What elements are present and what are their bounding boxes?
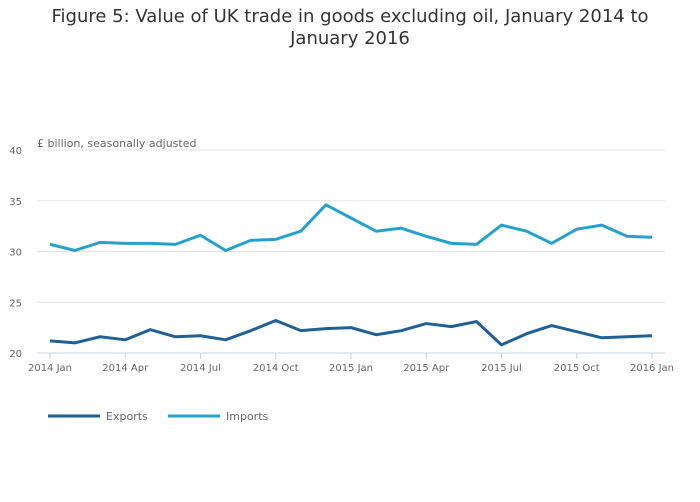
x-tick-label: 2015 Oct [554, 363, 600, 374]
y-tick-label: 25 [9, 298, 22, 309]
x-tick-label: 2014 Jul [180, 363, 221, 374]
legend-label-imports: Imports [226, 410, 269, 423]
y-tick-label: 40 [9, 146, 22, 157]
x-tick-label: 2015 Jan [329, 363, 373, 374]
y-tick-label: 35 [9, 197, 22, 208]
chart-title: Figure 5: Value of UK trade in goods exc… [51, 6, 649, 49]
y-tick-label: 30 [9, 248, 22, 259]
x-tick-label: 2014 Apr [102, 363, 149, 374]
x-tick-label: 2014 Jan [28, 363, 72, 374]
y-tick-label: 20 [9, 349, 22, 360]
x-tick-label: 2015 Apr [403, 363, 450, 374]
series-line-exports [49, 319, 653, 347]
x-tick-label: 2015 Jul [481, 363, 522, 374]
x-tick-label: 2014 Oct [253, 363, 299, 374]
legend-label-exports: Exports [106, 410, 148, 423]
y-axis-label: £ billion, seasonally adjusted [37, 137, 196, 150]
x-tick-label: 2016 Jan [630, 363, 674, 374]
series-line-imports [49, 203, 653, 252]
